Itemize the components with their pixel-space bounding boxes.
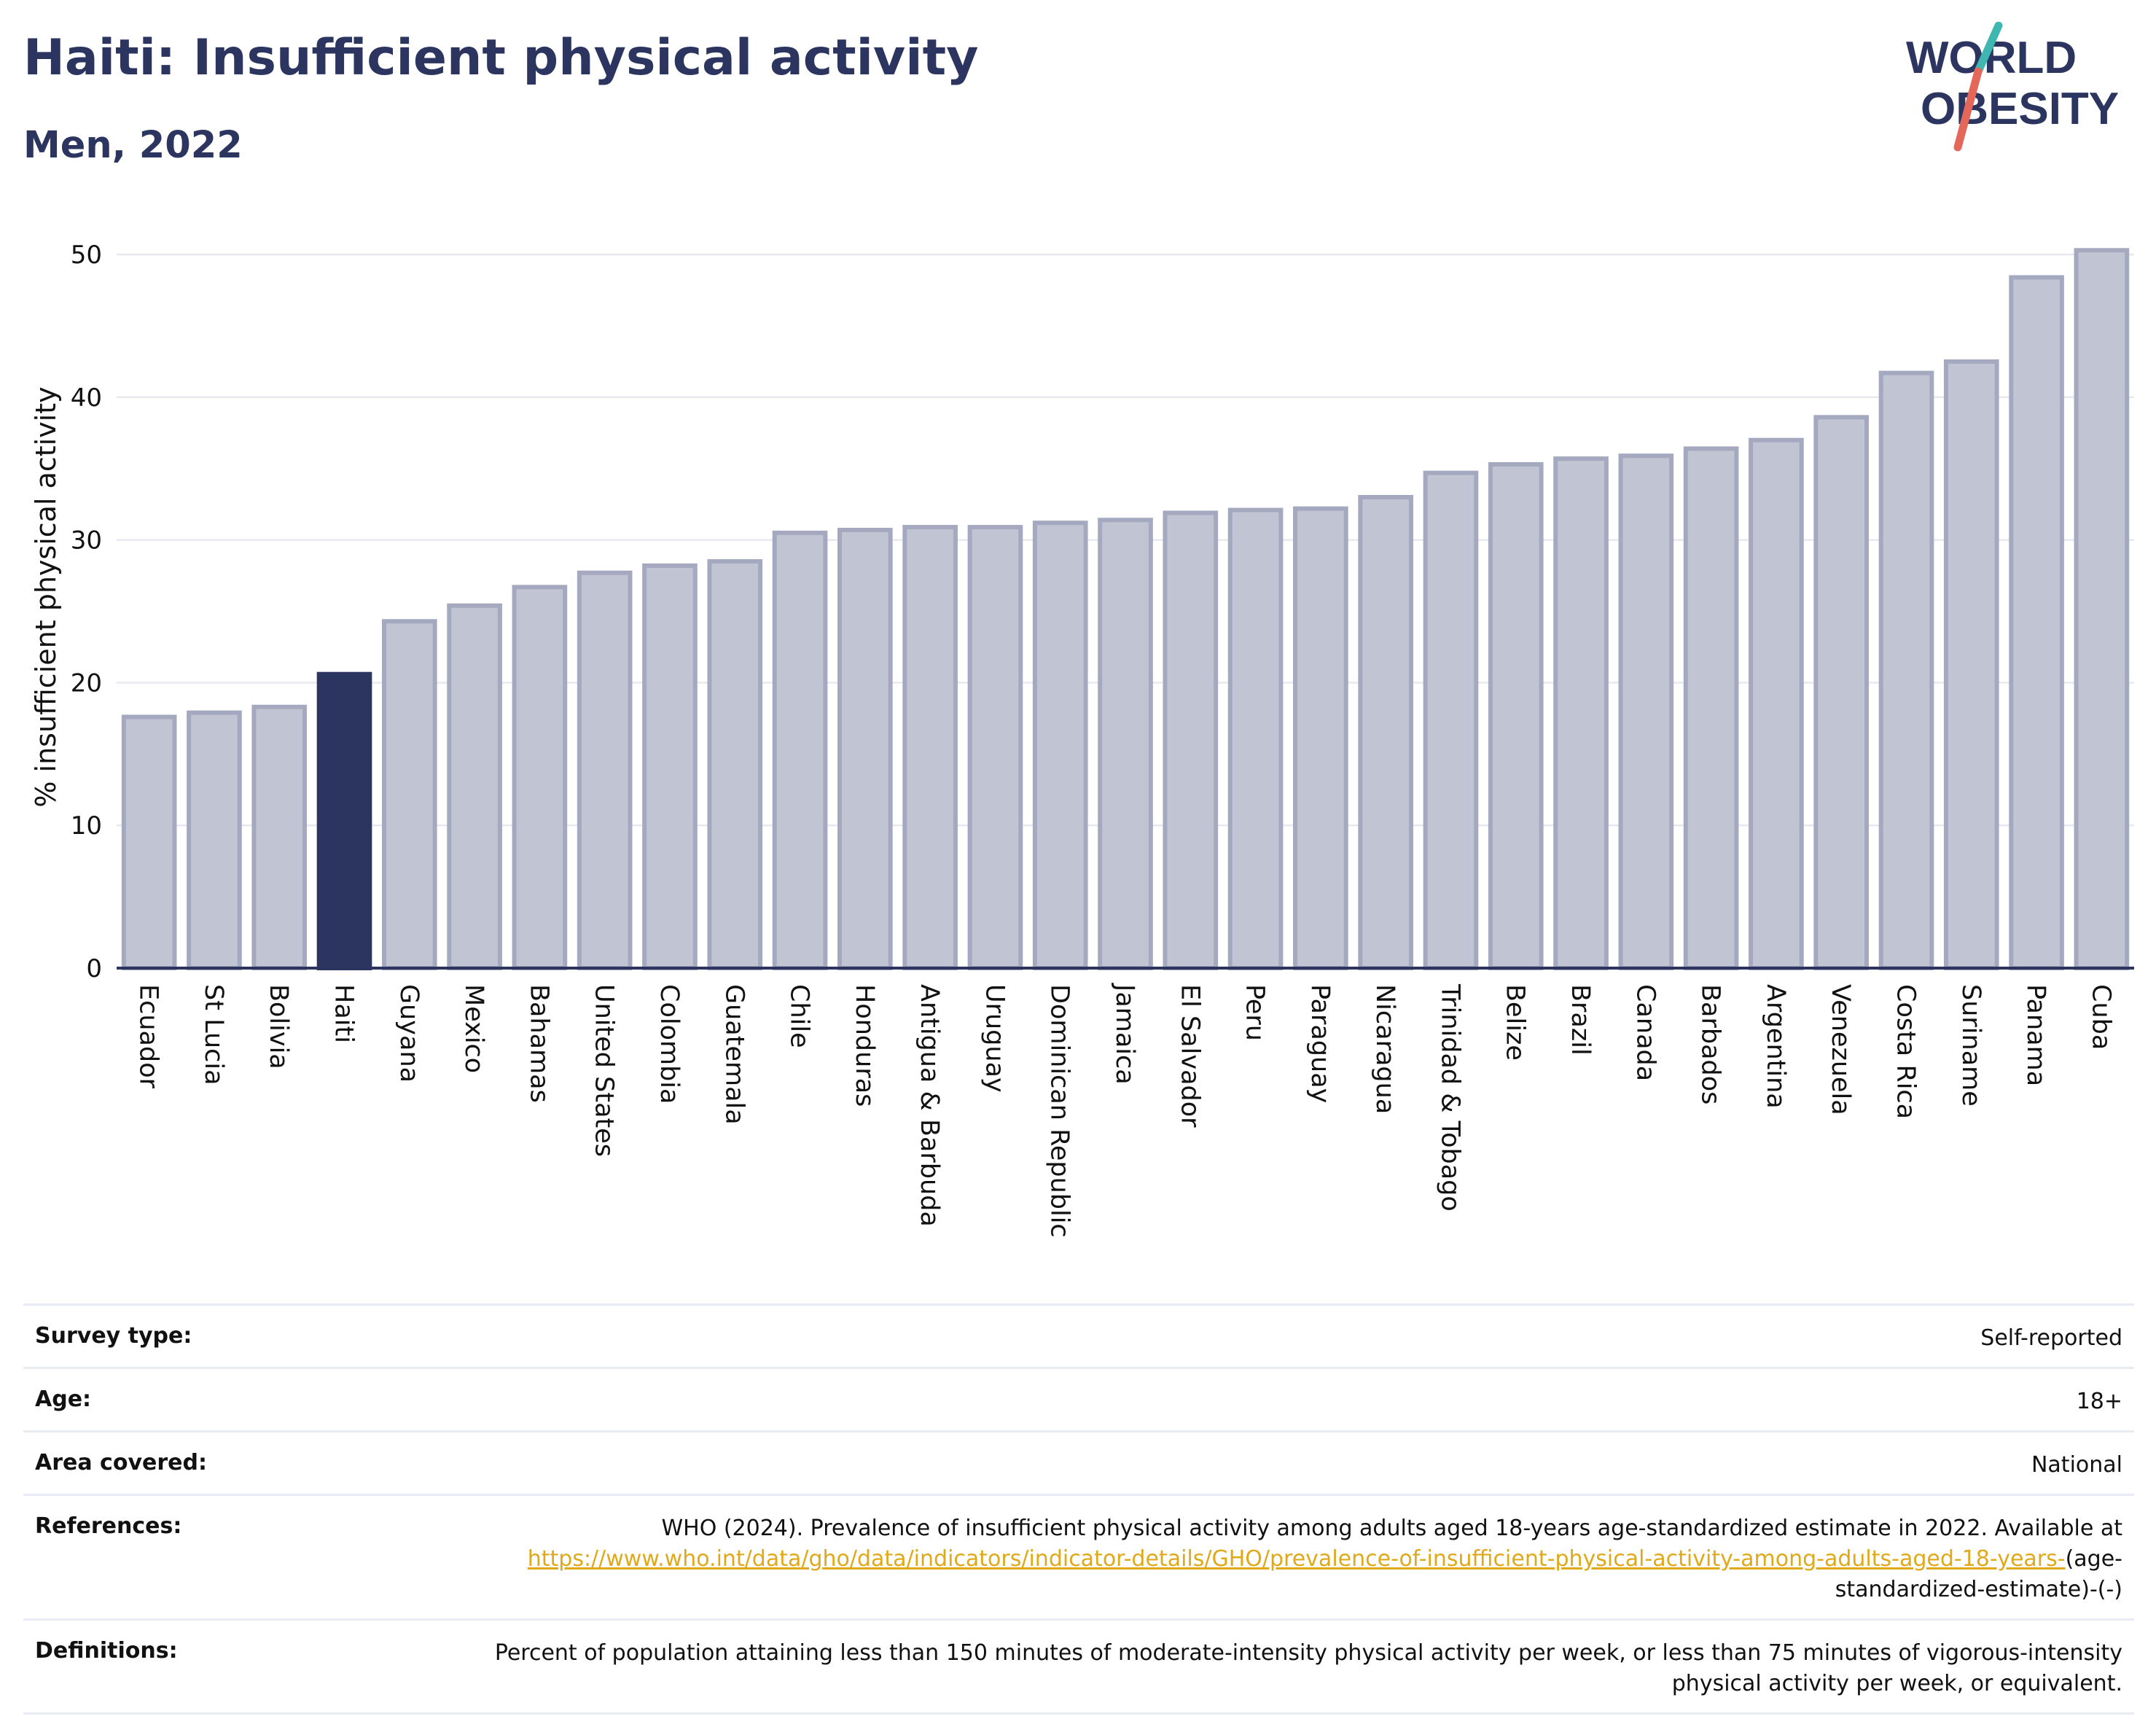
x-tick-label: Bahamas: [524, 984, 553, 1103]
x-tick-label: Honduras: [850, 984, 879, 1107]
meta-value: Percent of population attaining less tha…: [494, 1640, 2122, 1696]
meta-value: 18+: [2076, 1389, 2122, 1414]
bar: [381, 619, 437, 970]
meta-row-survey-type: Survey type: Self-reported: [23, 1303, 2134, 1367]
x-tick-label: Nicaragua: [1370, 984, 1399, 1114]
x-tick-label: Costa Rica: [1891, 984, 1920, 1119]
x-tick-label: Colombia: [655, 984, 684, 1104]
x-tick-label: El Salvador: [1175, 984, 1204, 1128]
bar: [1553, 456, 1609, 971]
bar: [1293, 506, 1348, 971]
bar: [967, 525, 1023, 971]
references-suffix: (age-standardized-estimate)-(-): [1835, 1546, 2122, 1602]
bar: [642, 563, 698, 970]
x-tick-label: Paraguay: [1305, 984, 1335, 1103]
x-tick-label: Dominican Republic: [1045, 984, 1074, 1238]
meta-value: Self-reported: [1980, 1325, 2122, 1351]
bar: [1618, 453, 1674, 970]
x-tick-label: Guyana: [394, 984, 423, 1083]
x-tick-label: Antigua & Barbuda: [915, 984, 944, 1227]
y-axis-label: % insufficient physical activity: [30, 386, 62, 807]
bar: [577, 570, 633, 970]
bar: [1943, 359, 1999, 970]
x-tick-label: Canada: [1630, 984, 1660, 1081]
x-tick-label: Brazil: [1566, 984, 1595, 1056]
y-tick-label: 0: [86, 954, 102, 983]
meta-row-age: Age: 18+: [23, 1367, 2134, 1430]
meta-row-references: References: WHO (2024). Prevalence of in…: [23, 1494, 2134, 1618]
bar: [1878, 370, 1934, 970]
y-tick-label: 50: [71, 241, 102, 270]
bar: [1683, 446, 1739, 970]
page-title: Haiti: Insufficient physical activity: [23, 29, 979, 87]
x-tick-label: Cuba: [2086, 984, 2115, 1050]
y-tick-label: 40: [71, 383, 102, 413]
logo-line2: OBESITY: [1921, 84, 2119, 134]
bar: [772, 530, 828, 970]
x-tick-label: Trinidad & Tobago: [1435, 983, 1464, 1212]
meta-label: References:: [35, 1513, 182, 1539]
y-tick-label: 20: [71, 668, 102, 698]
bar: [187, 710, 242, 970]
bar: [251, 704, 308, 970]
meta-label: Area covered:: [35, 1450, 207, 1475]
bar: [512, 585, 568, 970]
bar: [1749, 437, 1804, 970]
bar: [1813, 415, 1870, 971]
bar: [837, 527, 893, 970]
meta-label: Age:: [35, 1387, 92, 1412]
bar: [316, 671, 372, 970]
bar: [1227, 507, 1284, 971]
bar: [1488, 461, 1544, 970]
x-tick-label: Chile: [785, 984, 814, 1048]
x-tick-label: Uruguay: [980, 984, 1009, 1093]
x-tick-label: Suriname: [1956, 984, 1985, 1107]
x-tick-label: St Lucia: [199, 984, 228, 1085]
x-tick-label: Venezuela: [1826, 984, 1855, 1115]
references-link[interactable]: https://www.who.int/data/gho/data/indica…: [527, 1546, 2066, 1572]
meta-label: Definitions:: [35, 1638, 178, 1664]
meta-value: National: [2031, 1452, 2122, 1478]
world-obesity-logo: WORLD OBESITY: [1906, 22, 2119, 152]
references-text: WHO (2024). Prevalence of insufficient p…: [661, 1516, 2122, 1541]
metadata-table: Survey type: Self-reported Age: 18+ Area…: [23, 1303, 2134, 1715]
x-tick-label: Bolivia: [264, 984, 293, 1069]
y-tick-label: 10: [71, 811, 102, 841]
meta-row-definitions: Definitions: Percent of population attai…: [23, 1618, 2134, 1715]
bar: [1098, 518, 1153, 970]
x-tick-label: Panama: [2021, 984, 2050, 1086]
x-tick-label: United States: [590, 984, 619, 1157]
x-tick-label: Belize: [1501, 984, 1530, 1061]
bar: [707, 559, 763, 970]
y-tick-label: 30: [71, 526, 102, 555]
bar: [121, 714, 177, 970]
bar: [2074, 248, 2130, 971]
x-tick-label: Ecuador: [134, 984, 163, 1089]
x-tick-label: Peru: [1241, 984, 1270, 1041]
x-tick-label: Jamaica: [1110, 983, 1139, 1085]
meta-label: Survey type:: [35, 1323, 192, 1349]
x-tick-label: Guatemala: [719, 984, 749, 1125]
x-tick-label: Haiti: [329, 984, 359, 1043]
bar: [1163, 510, 1219, 970]
bar: [447, 603, 502, 970]
bar-chart: 0 10 20 30 40 50 % insufficient physical activ…: [30, 241, 2134, 1238]
logo-slash-top: [1974, 22, 2003, 76]
bar: [1358, 494, 1413, 970]
x-tick-label: Argentina: [1761, 984, 1790, 1109]
bar: [2009, 275, 2064, 970]
logo-slash-bottom: [1953, 67, 1983, 152]
page-subtitle: Men, 2022: [23, 124, 243, 167]
bar: [1032, 520, 1088, 970]
references-value: WHO (2024). Prevalence of insufficient p…: [446, 1513, 2122, 1605]
bar: [902, 525, 958, 971]
bar: [1423, 470, 1479, 970]
meta-row-area-covered: Area covered: National: [23, 1430, 2134, 1494]
x-tick-label: Mexico: [459, 984, 488, 1073]
x-tick-label: Barbados: [1696, 984, 1725, 1104]
